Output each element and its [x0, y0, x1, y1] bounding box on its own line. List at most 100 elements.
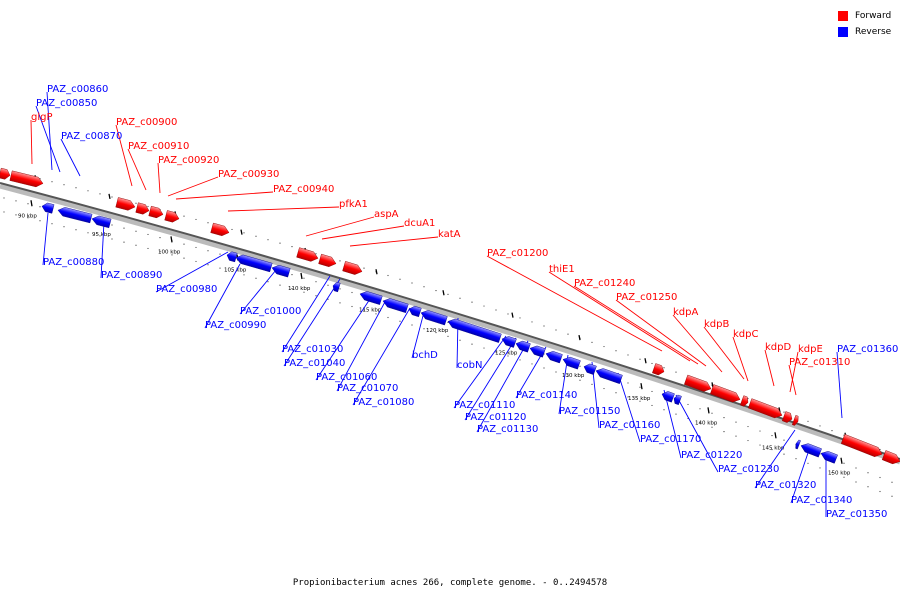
forward-gene [342, 261, 363, 275]
reverse-gene-label: PAZ_c00890 [101, 270, 162, 281]
forward-gene-label: kdpB [704, 319, 729, 330]
reverse-gene-label: PAZ_c01120 [465, 412, 526, 423]
forward-gene [791, 415, 799, 426]
forward-gene-label: PAZ_c00930 [218, 169, 279, 180]
forward-gene-label: kdpA [673, 307, 698, 318]
reverse-gene-label: PAZ_c01140 [516, 390, 577, 401]
forward-gene [135, 202, 150, 215]
forward-gene [710, 384, 741, 403]
legend-forward: Forward [838, 8, 891, 23]
forward-gene [148, 205, 164, 219]
reverse-gene [57, 207, 93, 224]
forward-gene-label: PAZ_c01250 [616, 292, 677, 303]
genome-caption: Propionibacterium acnes 266, complete ge… [292, 578, 608, 588]
tick-label: 120 kbp [426, 328, 449, 334]
forward-gene-label: PAZ_c00920 [158, 155, 219, 166]
forward-gene-label: kdpC [733, 329, 758, 340]
forward-gene-label: dcuA1 [404, 218, 435, 229]
forward-gene [840, 433, 883, 457]
forward-gene [115, 197, 136, 211]
reverse-gene [562, 356, 581, 370]
forward-gene [0, 167, 11, 180]
reverse-gene [235, 254, 273, 273]
label-leaders [30, 91, 843, 517]
reverse-gene-label: PAZ_c00860 [47, 84, 108, 95]
backbone-shadow [0, 183, 900, 465]
reverse-gene [420, 310, 448, 326]
reverse-gene-label: PAZ_c01360 [837, 344, 898, 355]
reverse-gene-label: PAZ_c00880 [43, 257, 104, 268]
reverse-gene-label: PAZ_c01160 [599, 420, 660, 431]
reverse-gene [271, 264, 291, 278]
tick-label: 115 kbp [359, 307, 382, 313]
reverse-gene-label: PAZ_c01130 [477, 424, 538, 435]
reverse-gene [447, 318, 502, 343]
forward-gene-label: PAZ_c01240 [574, 278, 635, 289]
forward-gene [747, 398, 783, 419]
forward-gene [164, 210, 180, 223]
tick-label: 105 kbp [224, 268, 247, 274]
tick-label: 90 kbp [18, 213, 37, 219]
reverse-gene-label: PAZ_c00850 [36, 98, 97, 109]
reverse-gene-label: PAZ_c01320 [755, 480, 816, 491]
reverse-gene [408, 305, 422, 318]
reverse-gene-label: PAZ_c01060 [316, 372, 377, 383]
forward-gene [318, 253, 337, 267]
tick-label: 100 kbp [158, 249, 181, 255]
reverse-gene [795, 439, 801, 450]
reverse-gene [382, 298, 409, 313]
reverse-gene-label: bchD [412, 350, 438, 361]
reverse-gene [545, 351, 563, 364]
reverse-gene-label: PAZ_c01040 [284, 358, 345, 369]
reverse-gene-label: PAZ_c01170 [640, 434, 701, 445]
reverse-gene [661, 391, 675, 403]
legend: Forward Reverse [838, 8, 891, 40]
gene-features [0, 167, 900, 465]
tick-label: 130 kbp [562, 373, 585, 379]
forward-gene-label: PAZ_c01310 [789, 357, 850, 368]
reverse-gene-label: PAZ_c01080 [353, 397, 414, 408]
reverse-gene [583, 363, 597, 375]
forward-gene-label: aspA [374, 209, 399, 220]
forward-gene [9, 170, 44, 188]
forward-gene [210, 222, 230, 237]
forward-swatch [838, 10, 848, 21]
forward-gene-label: PAZ_c00910 [128, 141, 189, 152]
reverse-gene [332, 281, 341, 293]
legend-reverse-label: Reverse [855, 26, 892, 37]
tick-label: 110 kbp [288, 286, 311, 292]
tick-label: 135 kbp [628, 396, 651, 402]
reverse-gene-label: PAZ_c01070 [337, 383, 398, 394]
legend-reverse: Reverse [838, 24, 891, 39]
forward-gene-label: katA [438, 229, 461, 240]
forward-gene-label: glgP [31, 112, 53, 123]
forward-gene-label: pfkA1 [339, 199, 368, 210]
reverse-gene-label: PAZ_c01150 [559, 406, 620, 417]
reverse-gene [820, 451, 838, 464]
reverse-gene [501, 336, 517, 348]
gene-labels: glgP PAZ_c00900 PAZ_c00910 PAZ_c00920 PAZ_c0… [31, 84, 898, 520]
forward-gene-label: kdpD [765, 342, 791, 353]
forward-gene [684, 374, 712, 392]
forward-gene-label: kdpE [798, 344, 823, 355]
reverse-gene-label: PAZ_c00990 [205, 320, 266, 331]
legend-forward-label: Forward [855, 10, 892, 21]
reverse-gene [359, 291, 383, 305]
tick-label: 95 kbp [92, 232, 111, 238]
reverse-gene-label: cobN [457, 360, 482, 371]
reverse-gene [529, 345, 546, 358]
reverse-gene [41, 202, 55, 214]
forward-gene-label: thiE1 [549, 264, 575, 275]
tick-label: 145 kbp [762, 445, 785, 451]
forward-gene-label: PAZ_c00940 [273, 184, 334, 195]
forward-gene [781, 411, 793, 423]
tick-label: 140 kbp [695, 420, 718, 426]
forward-gene [296, 247, 319, 262]
forward-gene [652, 363, 665, 376]
reverse-gene-label: PAZ_c01220 [681, 450, 742, 461]
reverse-gene-label: PAZ_c01000 [240, 306, 301, 317]
forward-gene [881, 450, 900, 465]
forward-gene [739, 395, 749, 407]
reverse-gene-label: PAZ_c01110 [454, 400, 515, 411]
